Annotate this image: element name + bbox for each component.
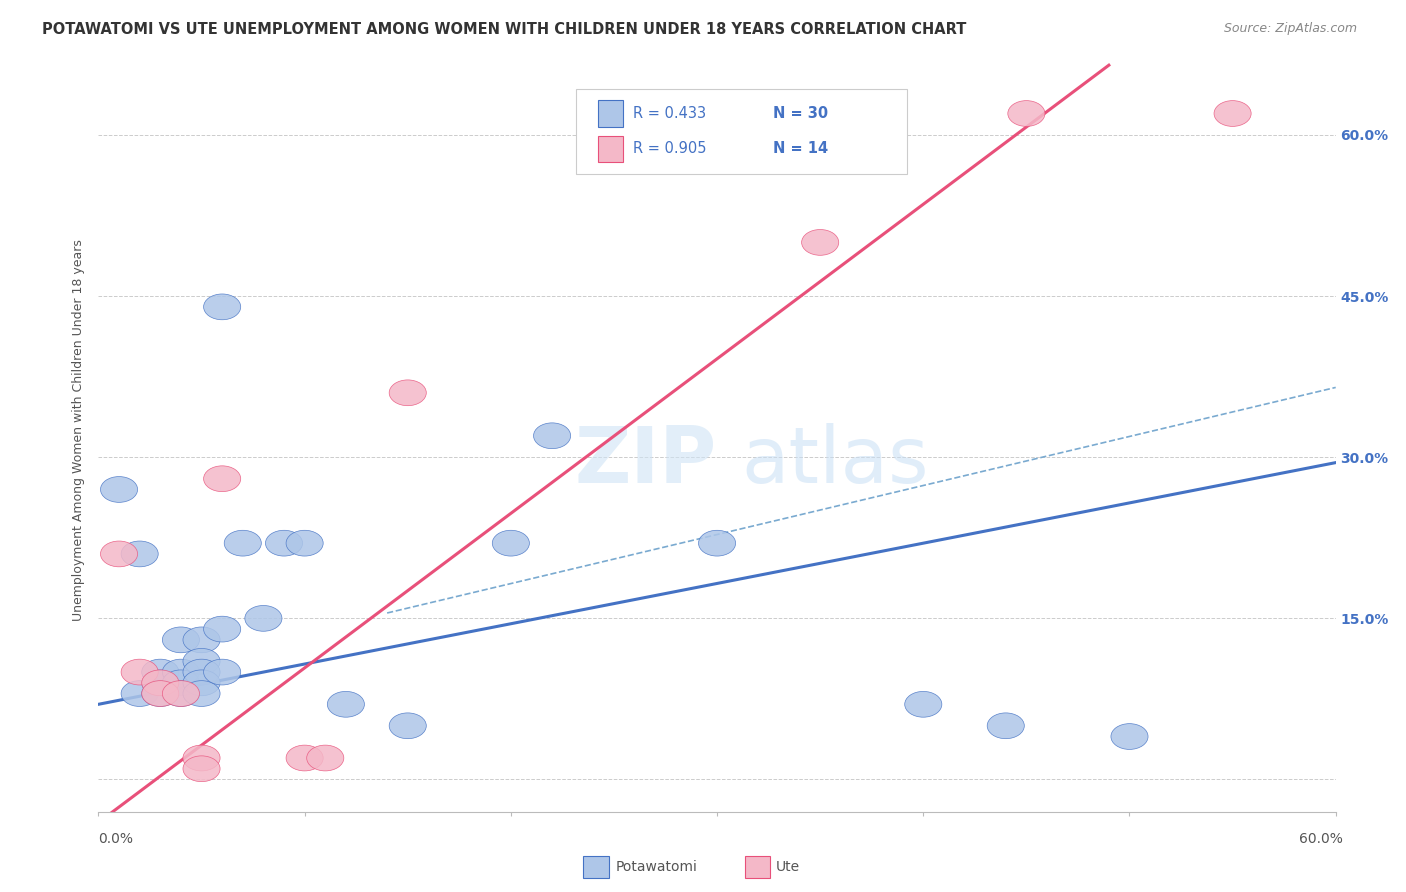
Text: Ute: Ute (776, 860, 800, 874)
Ellipse shape (100, 541, 138, 566)
Ellipse shape (204, 616, 240, 642)
Text: Source: ZipAtlas.com: Source: ZipAtlas.com (1223, 22, 1357, 36)
Ellipse shape (183, 745, 221, 771)
Ellipse shape (121, 681, 159, 706)
Ellipse shape (121, 541, 159, 566)
Ellipse shape (142, 681, 179, 706)
Ellipse shape (162, 627, 200, 653)
Ellipse shape (204, 659, 240, 685)
Y-axis label: Unemployment Among Women with Children Under 18 years: Unemployment Among Women with Children U… (72, 239, 86, 622)
Ellipse shape (328, 691, 364, 717)
Ellipse shape (204, 466, 240, 491)
Text: POTAWATOMI VS UTE UNEMPLOYMENT AMONG WOMEN WITH CHILDREN UNDER 18 YEARS CORRELAT: POTAWATOMI VS UTE UNEMPLOYMENT AMONG WOM… (42, 22, 966, 37)
Ellipse shape (492, 530, 530, 556)
Text: N = 30: N = 30 (773, 106, 828, 120)
Text: 0.0%: 0.0% (98, 832, 134, 846)
Ellipse shape (987, 713, 1025, 739)
Ellipse shape (285, 745, 323, 771)
Ellipse shape (389, 713, 426, 739)
Text: N = 14: N = 14 (773, 142, 828, 156)
Ellipse shape (204, 294, 240, 319)
Text: Potawatomi: Potawatomi (616, 860, 697, 874)
Ellipse shape (162, 670, 200, 696)
Text: atlas: atlas (742, 423, 929, 499)
Ellipse shape (142, 670, 179, 696)
Ellipse shape (183, 681, 221, 706)
Ellipse shape (142, 659, 179, 685)
Ellipse shape (904, 691, 942, 717)
Ellipse shape (533, 423, 571, 449)
Ellipse shape (142, 670, 179, 696)
Ellipse shape (224, 530, 262, 556)
Text: 60.0%: 60.0% (1299, 832, 1343, 846)
Ellipse shape (389, 380, 426, 406)
Ellipse shape (121, 659, 159, 685)
Ellipse shape (1111, 723, 1149, 749)
Ellipse shape (699, 530, 735, 556)
Ellipse shape (285, 530, 323, 556)
Ellipse shape (162, 681, 200, 706)
Ellipse shape (183, 670, 221, 696)
Text: R = 0.905: R = 0.905 (633, 142, 706, 156)
Ellipse shape (183, 648, 221, 674)
Ellipse shape (1008, 101, 1045, 127)
Ellipse shape (307, 745, 344, 771)
Ellipse shape (245, 606, 283, 632)
Ellipse shape (183, 627, 221, 653)
Text: R = 0.433: R = 0.433 (633, 106, 706, 120)
Ellipse shape (162, 659, 200, 685)
Ellipse shape (801, 229, 839, 255)
Ellipse shape (100, 476, 138, 502)
Ellipse shape (162, 681, 200, 706)
Ellipse shape (1213, 101, 1251, 127)
Ellipse shape (142, 681, 179, 706)
Text: ZIP: ZIP (575, 423, 717, 499)
Ellipse shape (183, 756, 221, 781)
Ellipse shape (183, 659, 221, 685)
Ellipse shape (266, 530, 302, 556)
